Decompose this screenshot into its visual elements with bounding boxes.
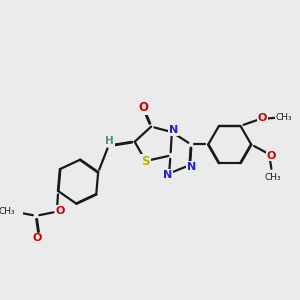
Text: O: O bbox=[258, 113, 267, 123]
Text: S: S bbox=[141, 154, 150, 167]
Text: CH₃: CH₃ bbox=[265, 173, 282, 182]
Text: N: N bbox=[169, 125, 178, 135]
Text: CH₃: CH₃ bbox=[276, 113, 292, 122]
Text: CH₃: CH₃ bbox=[0, 207, 16, 216]
Text: H: H bbox=[106, 136, 114, 146]
Text: O: O bbox=[33, 233, 42, 243]
Text: N: N bbox=[163, 170, 172, 180]
Text: O: O bbox=[56, 206, 65, 216]
Text: O: O bbox=[138, 101, 148, 114]
Text: O: O bbox=[267, 151, 276, 160]
Text: N: N bbox=[187, 161, 196, 172]
